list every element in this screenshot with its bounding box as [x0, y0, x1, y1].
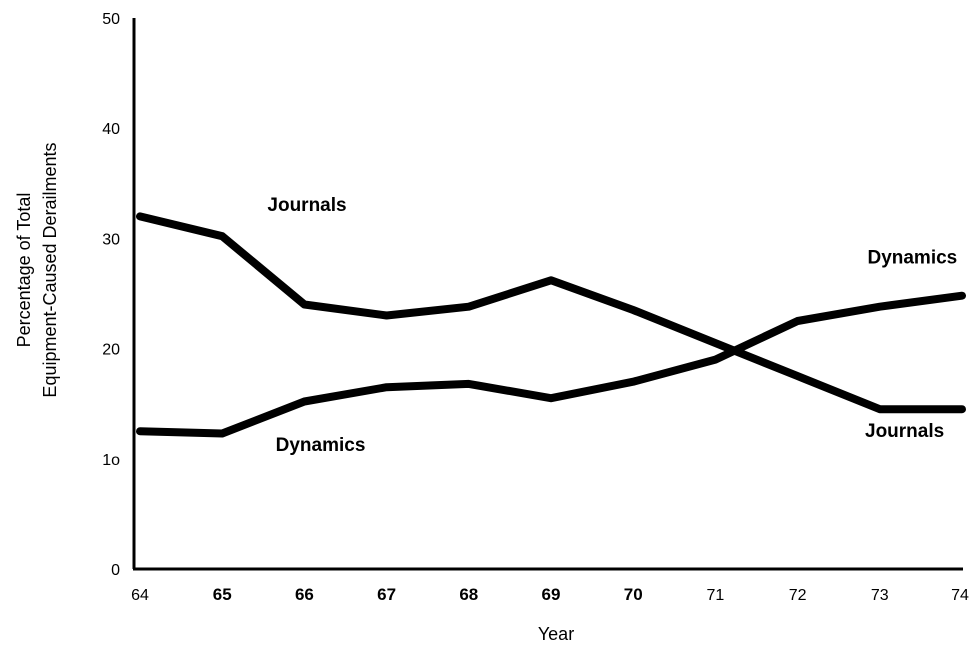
x-tick-label: 66 — [295, 585, 314, 604]
x-tick-labels: 64 65 66 67 68 69 70 71 72 73 74 — [131, 585, 969, 604]
y-axis-title-line-1: Percentage of Total — [14, 193, 34, 348]
x-tick-label: 68 — [459, 585, 478, 604]
x-tick-label: 74 — [951, 587, 969, 604]
y-tick-label: 50 — [102, 11, 120, 28]
y-tick-label: 40 — [102, 121, 120, 138]
x-tick-label: 70 — [624, 585, 643, 604]
x-tick-label: 67 — [377, 585, 396, 604]
x-tick-label: 71 — [707, 587, 725, 604]
x-tick-label: 72 — [789, 587, 807, 604]
y-tick-label: 0 — [111, 562, 120, 579]
series-label-journals: Journals — [267, 195, 346, 216]
y-tick-label: 1o — [102, 452, 120, 469]
series-line-dynamics — [136, 291, 966, 438]
x-tick-label: 73 — [871, 587, 889, 604]
y-tick-label: 20 — [102, 342, 120, 359]
x-axis-title: Year — [538, 624, 574, 644]
series-line-journals — [136, 212, 966, 414]
series-label-journals: Journals — [865, 421, 944, 442]
series-annotations: Journals Dynamics Dynamics Journals — [267, 195, 957, 456]
y-axis-title: Percentage of Total Equipment-Caused Der… — [14, 142, 60, 397]
y-tick-labels: 0 1o 20 30 40 50 — [102, 11, 120, 579]
y-axis-title-line-2: Equipment-Caused Derailments — [40, 142, 60, 397]
series-lines — [136, 212, 966, 438]
y-tick-label: 30 — [102, 231, 120, 248]
series-label-dynamics: Dynamics — [867, 248, 957, 269]
x-tick-label: 64 — [131, 587, 149, 604]
series-label-dynamics: Dynamics — [276, 435, 366, 456]
x-tick-label: 65 — [213, 585, 232, 604]
x-tick-label: 69 — [542, 585, 561, 604]
